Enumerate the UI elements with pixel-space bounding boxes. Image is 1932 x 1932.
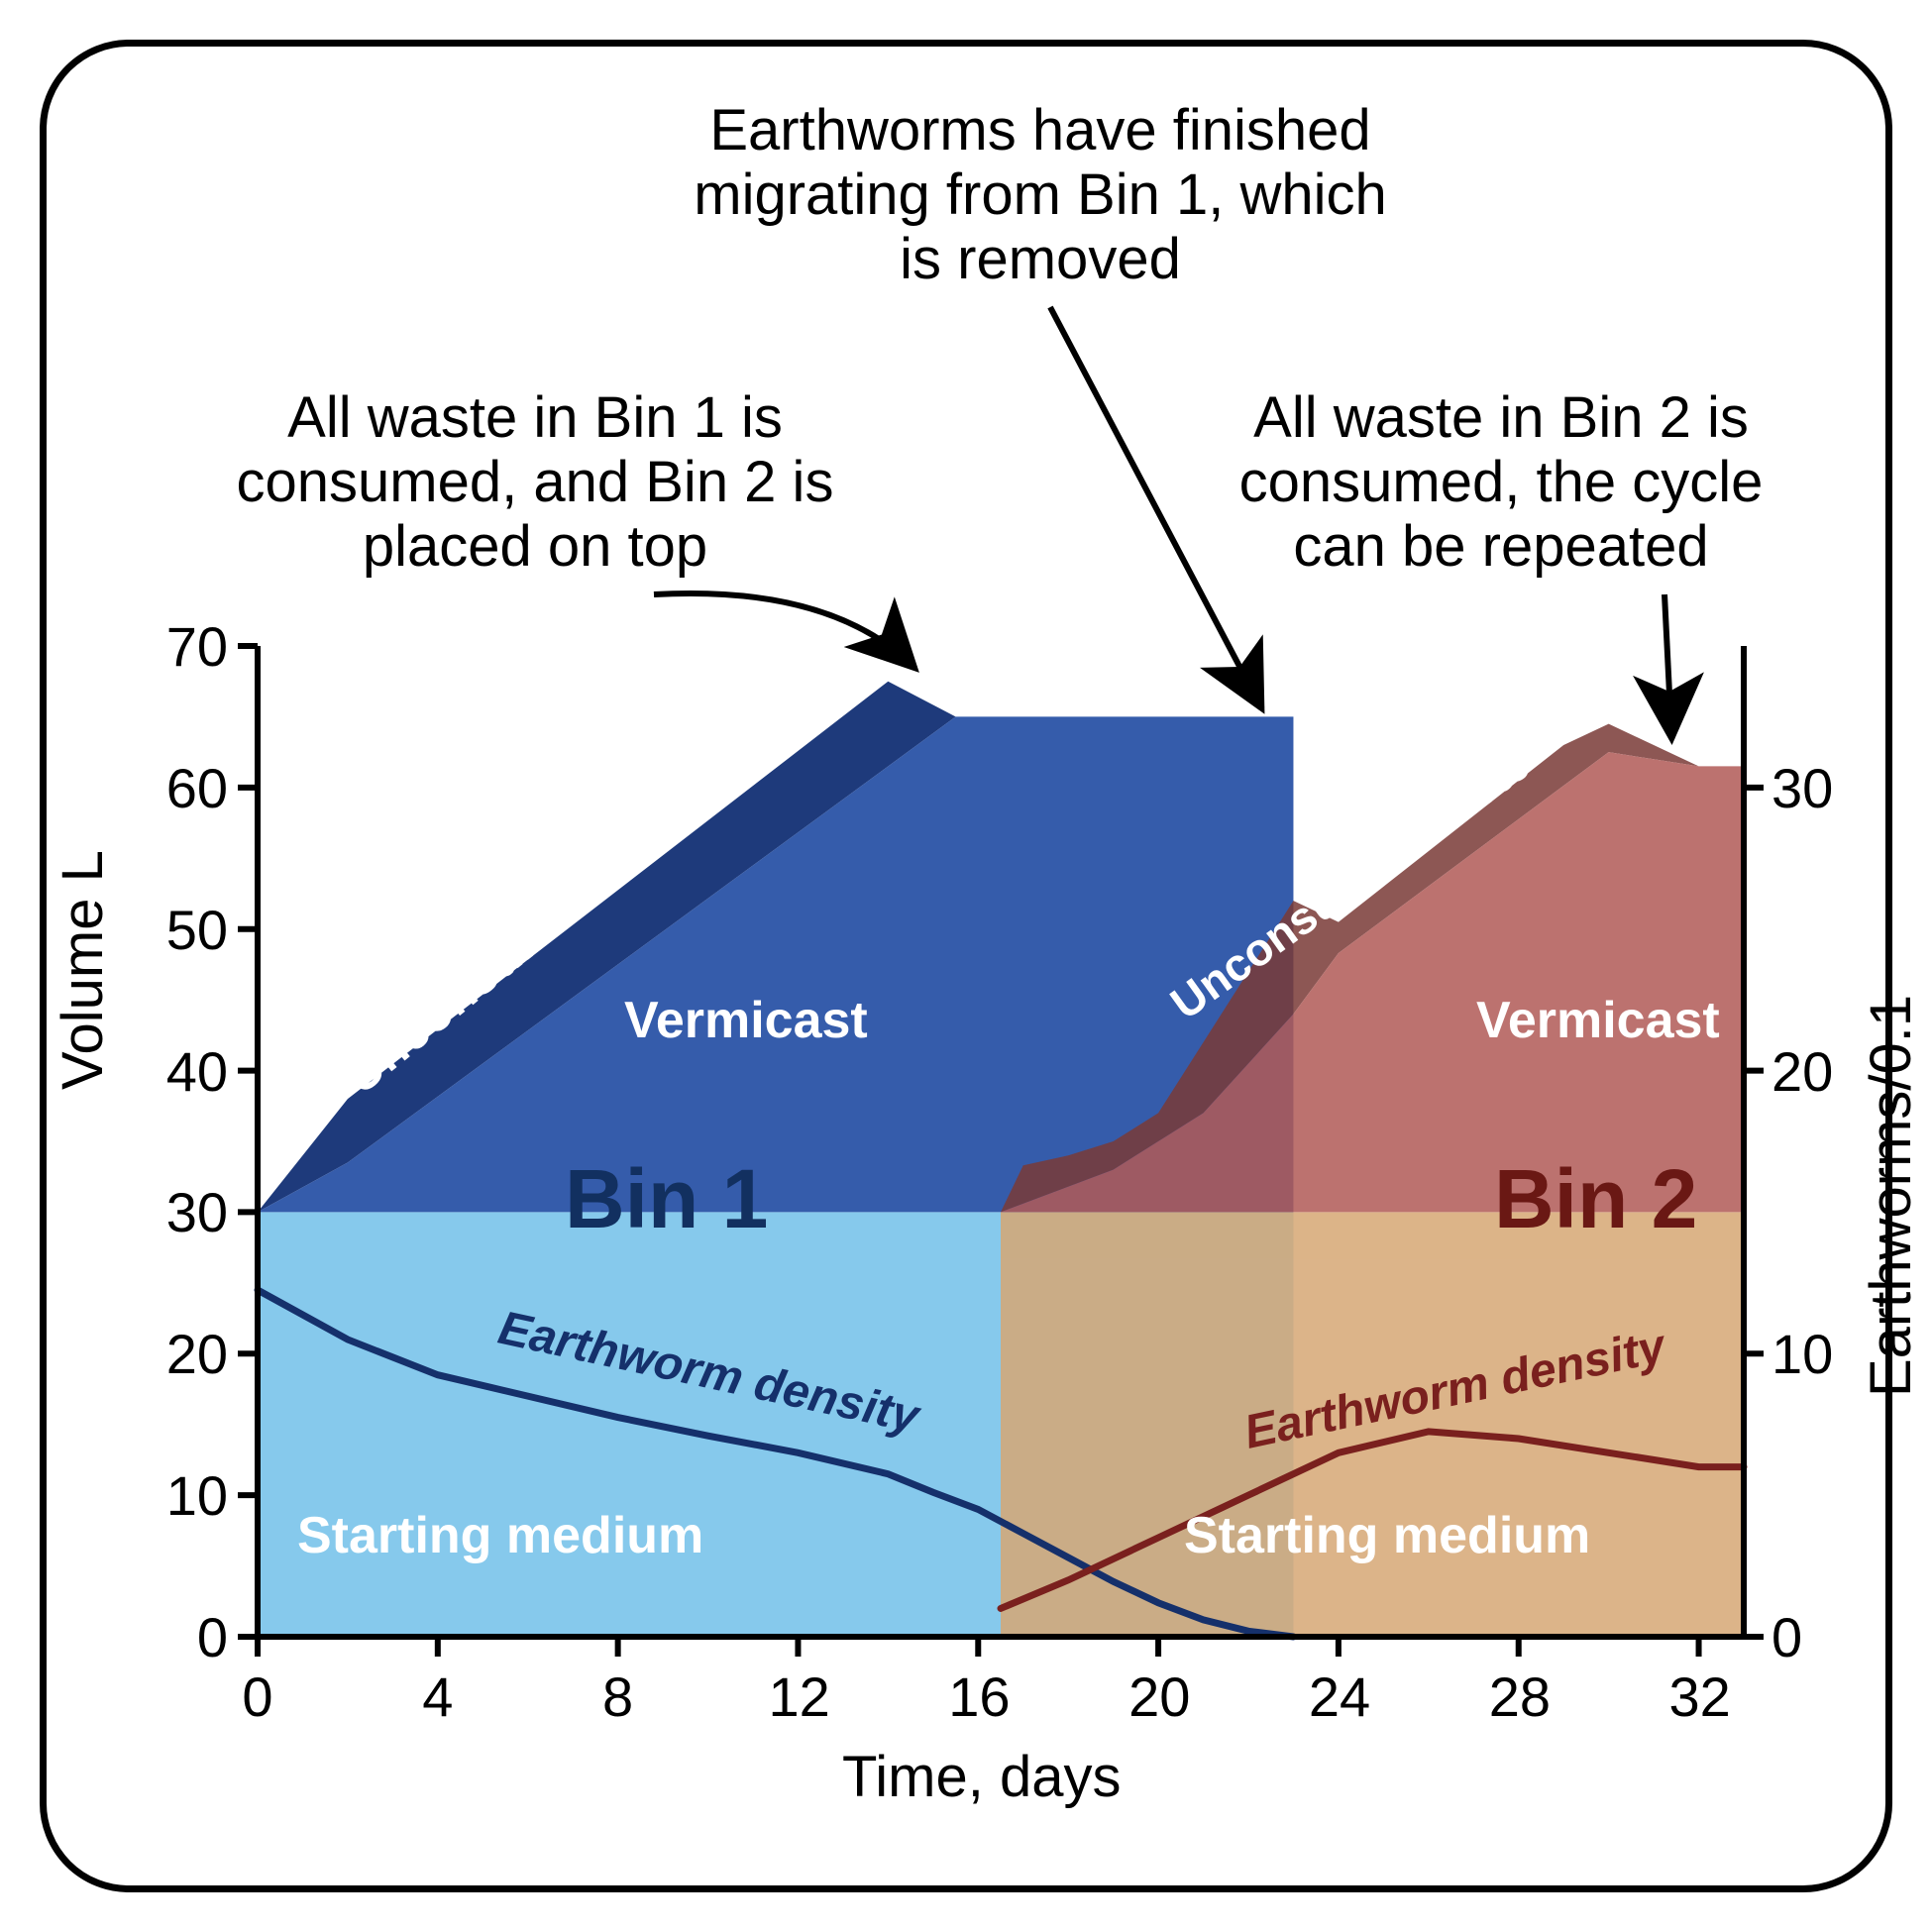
x-tick: 32 [1669,1664,1729,1729]
x-tick: 4 [408,1664,468,1729]
yl-tick: 70 [149,614,228,679]
bin1-vermicast-label: Vermicast [624,991,868,1050]
bin2-starting-label: Starting medium [1184,1506,1590,1565]
x-tick: 16 [948,1664,1008,1729]
x-tick: 0 [228,1664,287,1729]
yl-tick: 20 [149,1322,228,1386]
x-tick: 28 [1489,1664,1549,1729]
yl-tick: 10 [149,1463,228,1528]
x-tick: 20 [1128,1664,1188,1729]
yl-tick: 0 [149,1605,228,1669]
yr-tick: 30 [1771,756,1833,820]
yr-tick: 0 [1771,1605,1802,1669]
bin1-starting-label: Starting medium [297,1506,703,1565]
yl-tick: 60 [149,756,228,820]
yl-tick: 30 [149,1180,228,1244]
chart-svg: Unconsumed wasteUnconsumed wasteEarthwor… [0,0,1932,1932]
x-tick: 12 [768,1664,827,1729]
yr-tick: 20 [1771,1039,1833,1104]
bin1-label: Bin 1 [565,1151,768,1247]
bin2-label: Bin 2 [1494,1151,1697,1247]
yl-tick: 50 [149,898,228,962]
x-tick: 8 [589,1664,648,1729]
yr-tick: 10 [1771,1322,1833,1386]
bin2-vermicast-label: Vermicast [1476,991,1720,1050]
x-tick: 24 [1309,1664,1368,1729]
yl-tick: 40 [149,1039,228,1104]
